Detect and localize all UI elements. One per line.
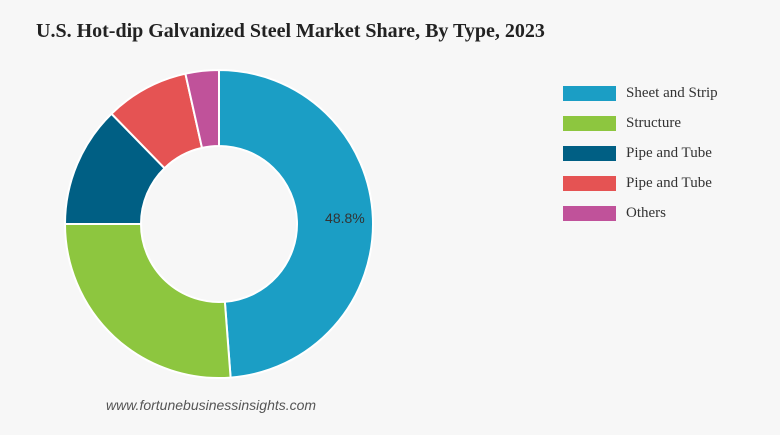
legend-label: Structure [626,114,681,131]
legend-item: Pipe and Tube [563,138,718,168]
legend-swatch [563,85,616,101]
legend-swatch [563,145,616,161]
legend-swatch [563,175,616,191]
donut-slice-4 [184,68,220,150]
data-label-0: 48.8% [325,210,365,226]
chart-legend: Sheet and Strip Structure Pipe and Tube Pip… [563,78,718,228]
legend-label: Others [626,204,666,221]
legend-swatch [563,205,616,221]
legend-item: Structure [563,108,718,138]
legend-item: Sheet and Strip [563,78,718,108]
source-credit: www.fortunebusinessinsights.com [106,397,317,413]
legend-item: Pipe and Tube [563,168,718,198]
legend-item: Others [563,198,718,228]
legend-swatch [563,115,616,131]
legend-label: Pipe and Tube [626,174,712,191]
donut-slice-1 [63,223,232,379]
donut-slice-0 [218,68,374,379]
chart-title: U.S. Hot-dip Galvanized Steel Market Sha… [36,20,545,42]
legend-label: Pipe and Tube [626,144,712,161]
legend-label: Sheet and Strip [626,84,718,101]
